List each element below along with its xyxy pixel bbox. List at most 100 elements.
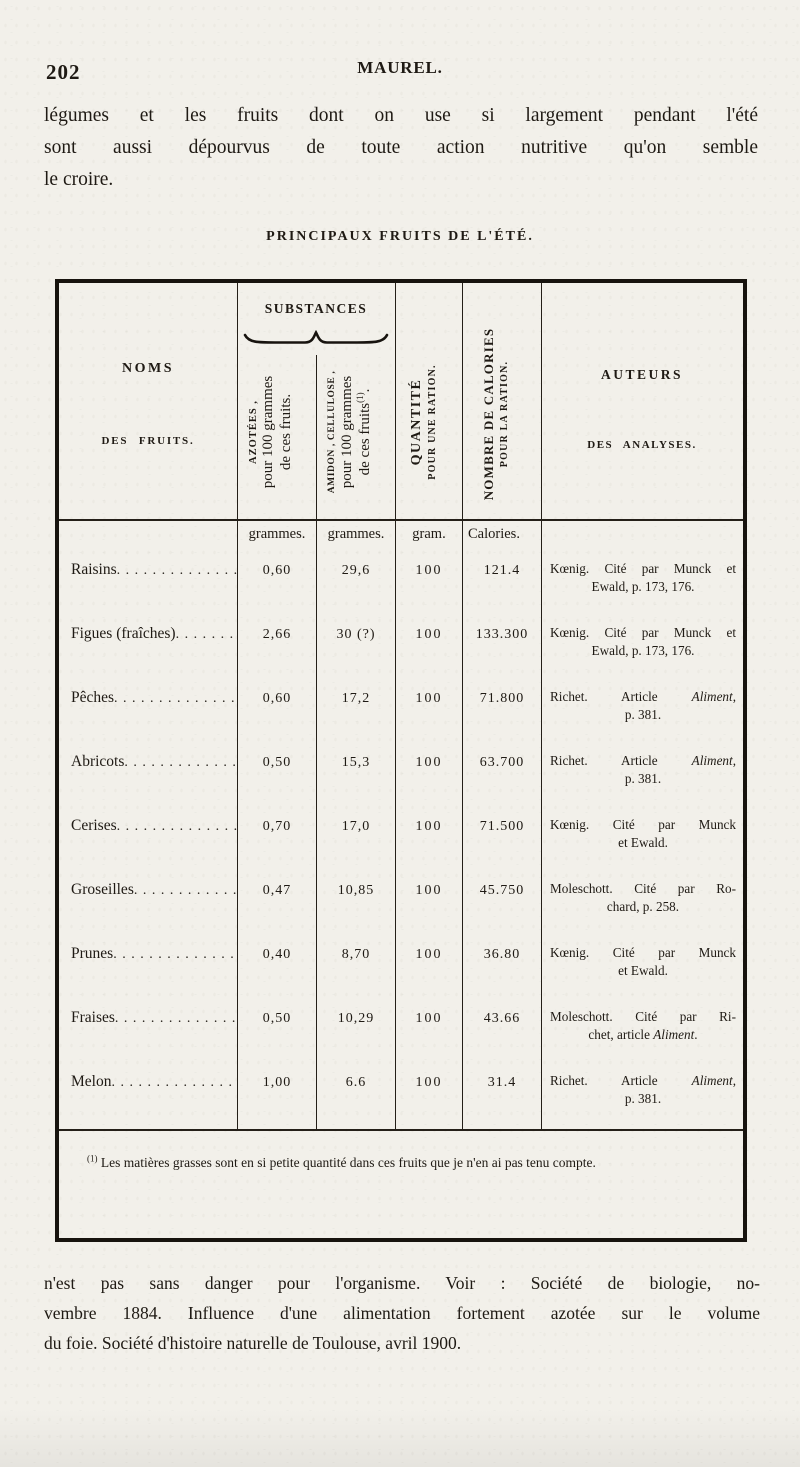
calories-value: 71.800 [462,681,541,745]
table-row: Pêches 0,60 17,2 100 71.800 Richet. Arti… [59,681,743,745]
auteur-cell: Moleschott. Cité par Ri- chet, article A… [541,1001,743,1065]
auteur-cell: Richet. Article Aliment, p. 381. [541,745,743,809]
auteur-cell: Richet. Article Aliment, p. 381. [541,1065,743,1129]
header-des-analyses: DES ANALYSES. [587,439,697,451]
dot-leader [113,945,237,963]
auteur-cell: Kœnig. Cité par Munck et Ewald. [541,809,743,873]
quantite-value: 100 [395,937,462,1001]
dot-leader [114,689,237,707]
column-divider [316,355,317,519]
amidon-value: 8,70 [316,937,395,1001]
azotees-value: 0,50 [237,745,316,809]
unit-calories: Calories. [462,521,541,553]
bottom-line: vembre 1884. Influence d'une alimentatio… [44,1303,760,1323]
amidon-value: 6.6 [316,1065,395,1129]
table-row: Raisins 0,60 29,6 100 121.4 Kœnig. Cité … [59,553,743,617]
calories-value: 43.66 [462,1001,541,1065]
azotees-value: 0,50 [237,1001,316,1065]
table-row: Cerises 0,70 17,0 100 71.500 Kœnig. Cité… [59,809,743,873]
fruit-name: Groseilles [71,881,134,898]
table-row: Figues (fraîches) 2,66 30 (?) 100 133.30… [59,617,743,681]
units-row: grammes. grammes. gram. Calories. [59,521,743,553]
auteur-cell: Kœnig. Cité par Munck et Ewald, p. 173, … [541,617,743,681]
table-title: PRINCIPAUX FRUITS DE L'ÉTÉ. [266,229,534,244]
unit-grammes-1: grammes. [237,521,316,553]
calories-value: 31.4 [462,1065,541,1129]
bottom-paragraph: n'est pas sans danger pour l'organisme. … [44,1268,760,1358]
fruit-name: Abricots [71,753,125,770]
intro-line: le croire. [44,169,114,190]
header-azotees: AZOTÉES , pour 100 grammes de ces fruits… [248,375,294,489]
page-number: 202 [46,60,81,84]
azotees-value: 0,47 [237,873,316,937]
dot-leader [134,881,237,899]
auteur-line-1: Kœnig. Cité par Munck et [550,561,736,576]
header-amidon-cellulose: AMIDON , CELLULOSE , pour 100 grammes de… [327,370,373,494]
intro-paragraph: légumes et les fruits dont on use si lar… [44,100,758,196]
fruit-name: Pêches [71,689,115,706]
fruit-name: Prunes [71,945,114,962]
unit-grammes-2: grammes. [316,521,395,553]
amidon-value: 10,85 [316,873,395,937]
amidon-value: 10,29 [316,1001,395,1065]
intro-line: légumes et les fruits dont on use si lar… [44,105,758,126]
fruit-name: Fraises [71,1009,115,1026]
auteur-line-1: Kœnig. Cité par Munck [550,817,736,832]
amidon-value: 17,2 [316,681,395,745]
amidon-value: 29,6 [316,553,395,617]
header-des-fruits: DES FRUITS. [101,435,195,447]
auteur-line-1: Richet. Article Aliment, [550,1073,736,1088]
quantite-value: 100 [395,873,462,937]
auteur-line-1: Richet. Article Aliment, [550,753,736,768]
amidon-value: 15,3 [316,745,395,809]
azotees-value: 0,60 [237,681,316,745]
header-calories: NOMBRE DE CALORIES POUR LA RATION. [481,327,510,501]
auteur-line-2: Ewald, p. 173, 176. [591,578,695,594]
auteur-line-2: chet, article Aliment. [588,1026,698,1042]
auteur-cell: Kœnig. Cité par Munck et Ewald. [541,937,743,1001]
auteur-line-1: Kœnig. Cité par Munck et [550,625,736,640]
table-body: grammes. grammes. gram. Calories. Raisin… [59,519,743,1129]
dot-leader [117,561,237,579]
intro-line: sont aussi dépourvus de toute action nut… [44,137,758,158]
bottom-line: n'est pas sans danger pour l'organisme. … [44,1273,760,1293]
table-row: Melon 1,00 6.6 100 31.4 Richet. Article … [59,1065,743,1129]
auteur-line-1: Richet. Article Aliment, [550,689,736,704]
quantite-value: 100 [395,617,462,681]
calories-value: 63.700 [462,745,541,809]
azotees-value: 1,00 [237,1065,316,1129]
column-divider [395,283,396,519]
auteur-cell: Kœnig. Cité par Munck et Ewald, p. 173, … [541,553,743,617]
amidon-value: 17,0 [316,809,395,873]
table-row: Fraises 0,50 10,29 100 43.66 Moleschott.… [59,1001,743,1065]
calories-value: 36.80 [462,937,541,1001]
fruit-name: Cerises [71,817,117,834]
calories-value: 121.4 [462,553,541,617]
auteur-line-2: p. 381. [624,1090,662,1106]
quantite-value: 100 [395,809,462,873]
column-divider [462,283,463,519]
auteur-line-1: Moleschott. Cité par Ro- [550,881,736,896]
footnote-text: Les matières grasses sont en si petite q… [100,1155,596,1170]
header-noms: NOMS [122,361,174,376]
fruits-table: NOMS DES FRUITS. SUBSTANCES AZOTÉES , po… [55,279,747,1242]
table-footnote: (1) Les matières grasses sont en si peti… [59,1129,743,1173]
auteur-line-2: chard, p. 258. [606,898,680,914]
amidon-value: 30 (?) [316,617,395,681]
dot-leader [176,625,237,643]
table-row: Abricots 0,50 15,3 100 63.700 Richet. Ar… [59,745,743,809]
auteur-line-1: Moleschott. Cité par Ri- [550,1009,736,1024]
brace-icon [243,329,389,344]
footnote-marker: (1) [87,1153,98,1164]
dot-leader [117,817,237,835]
quantite-value: 100 [395,1065,462,1129]
auteur-line-1: Kœnig. Cité par Munck [550,945,736,960]
auteur-line-2: p. 381. [624,770,662,786]
dot-leader [115,1009,237,1027]
azotees-value: 0,60 [237,553,316,617]
calories-value: 71.500 [462,809,541,873]
running-head: MAUREL. [357,58,443,77]
quantite-value: 100 [395,1001,462,1065]
table-row: Groseilles 0,47 10,85 100 45.750 Molesch… [59,873,743,937]
